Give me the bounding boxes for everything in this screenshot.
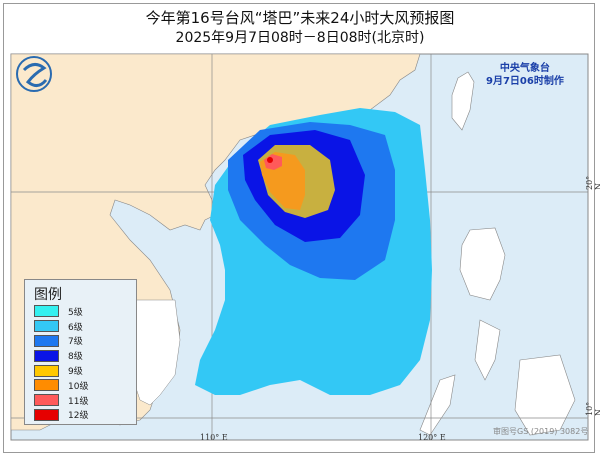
legend: 图例 5级 6级 7级 8级 9级 10级 11级 12级: [24, 279, 137, 425]
legend-swatch: [34, 408, 59, 421]
legend-item: 6级: [34, 319, 136, 334]
lat-label-10: 10° N: [585, 401, 600, 416]
legend-item: 9级: [34, 363, 136, 378]
map-title: 今年第16号台风“塔巴”未来24小时大风预报图: [145, 9, 455, 27]
legend-label: 5级: [68, 307, 83, 318]
legend-item: 5级: [34, 304, 136, 319]
legend-label: 11级: [68, 396, 89, 407]
taiwan-land: [451, 71, 475, 131]
legend-label: 6级: [68, 322, 83, 333]
issue-time: 9月7日06时制作: [486, 76, 564, 87]
map-frame: [3, 3, 595, 453]
legend-swatch: [34, 349, 59, 362]
philippines-land: [419, 227, 576, 436]
legend-item: 12级: [34, 408, 136, 423]
legend-label: 10级: [68, 381, 89, 392]
legend-label: 7级: [68, 337, 83, 348]
legend-label: 9级: [68, 367, 83, 378]
legend-item: 10级: [34, 378, 136, 393]
legend-item: 7级: [34, 334, 136, 349]
legend-swatch: [34, 320, 59, 333]
legend-swatch: [34, 305, 59, 318]
lon-label-120: 120° E: [418, 433, 446, 442]
legend-item: 8级: [34, 348, 136, 363]
legend-swatch: [34, 334, 59, 347]
legend-swatch: [34, 364, 59, 377]
legend-swatch: [34, 379, 59, 392]
legend-item: 11级: [34, 393, 136, 408]
map-approval-number: 审图号GS (2019) 3082号: [493, 427, 589, 436]
wind-zone-12: [267, 157, 273, 163]
legend-label: 8级: [68, 352, 83, 363]
legend-label: 12级: [68, 411, 89, 422]
lat-label-20: 20° N: [585, 175, 600, 190]
agency-label: 中央气象台 9月7日06时制作: [486, 62, 564, 88]
weather-logo: [16, 56, 52, 92]
legend-title: 图例: [34, 287, 62, 303]
lon-label-110: 110° E: [200, 433, 228, 442]
map-subtitle: 2025年9月7日08时－8日08时(北京时): [175, 30, 425, 46]
legend-swatch: [34, 394, 59, 407]
agency-name: 中央气象台: [499, 63, 550, 74]
